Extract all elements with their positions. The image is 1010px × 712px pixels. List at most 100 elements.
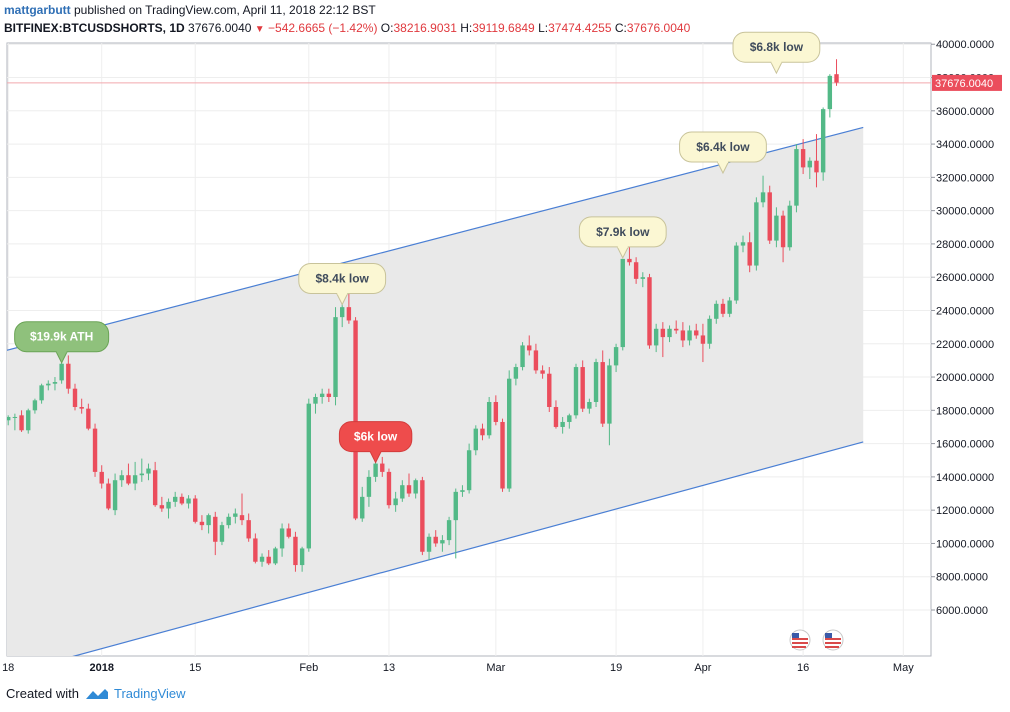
y-tick-label: 36000.0000	[936, 106, 994, 118]
y-tick-label: 14000.0000	[936, 472, 994, 484]
candle-body	[587, 402, 592, 409]
candle-body	[266, 556, 271, 564]
candle-body	[26, 410, 31, 431]
candle-body	[627, 258, 632, 263]
candle-body	[607, 365, 612, 424]
price-axis[interactable]: 40000.000038000.000036000.000034000.0000…	[931, 39, 994, 617]
y-tick-label: 16000.0000	[936, 439, 994, 451]
annotation-callout: $6.8k low	[732, 31, 821, 75]
candle-body	[707, 318, 712, 344]
candle-body	[500, 421, 505, 489]
candle-body	[714, 303, 719, 319]
y-tick-label: 20000.0000	[936, 372, 994, 384]
candle-body	[780, 215, 786, 248]
x-tick-label: 2018	[89, 662, 113, 674]
callout-label: $7.9k low	[596, 225, 650, 239]
y-tick-label: 28000.0000	[936, 239, 994, 251]
candle-body	[273, 548, 278, 564]
candle-body	[527, 345, 532, 351]
candle-body	[193, 498, 198, 522]
candle-body	[807, 160, 812, 168]
published-text: published on TradingView.com, April 11, …	[70, 3, 376, 17]
candle-body	[774, 215, 779, 241]
candle-body	[179, 496, 185, 504]
candle-body	[119, 475, 124, 481]
annotation-callout: $6k low	[338, 421, 413, 464]
candle-body	[32, 400, 38, 411]
candle-body	[326, 393, 332, 398]
y-tick-label: 10000.0000	[936, 538, 994, 550]
tradingview-brand: TradingView	[113, 686, 186, 701]
candle-body	[540, 370, 545, 374]
channel-fill	[7, 127, 864, 656]
candle-body	[186, 498, 191, 504]
time-axis[interactable]: 18 2018 15 Feb 13 Mar 19 Apr 16 May	[2, 662, 914, 674]
candle-body	[340, 307, 345, 318]
candle-body	[146, 468, 151, 474]
candle-body	[446, 520, 452, 541]
callout-joint	[717, 159, 728, 164]
candle-body	[213, 516, 218, 542]
callout-joint	[370, 448, 381, 453]
author-link[interactable]: mattgarbutt	[4, 3, 71, 17]
candle-body	[373, 463, 378, 477]
candle-body	[112, 480, 118, 511]
annotation-callout: $8.4k low	[298, 262, 387, 306]
candle-body	[7, 416, 11, 421]
x-tick-label: 16	[797, 662, 809, 674]
candle-body	[206, 515, 211, 526]
y-tick-label: 26000.0000	[936, 272, 994, 284]
candle-body	[413, 480, 418, 494]
candle-body	[466, 450, 472, 491]
low-value: 37474.4255	[548, 21, 612, 35]
candle-body	[620, 258, 625, 348]
candle-body	[680, 330, 686, 341]
publish-line: mattgarbutt published on TradingView.com…	[4, 3, 376, 17]
callout-joint	[56, 348, 67, 353]
us-flag-event-icon[interactable]	[789, 629, 811, 651]
candle-body	[279, 528, 285, 549]
close-value: 37676.0040	[626, 21, 691, 35]
y-tick-label: 8000.0000	[936, 572, 988, 584]
annotation-callout: $19.9k ATH	[14, 321, 110, 364]
candle-body	[139, 473, 144, 476]
us-flag-event-icon[interactable]	[822, 629, 844, 651]
x-tick-label: Apr	[694, 662, 711, 674]
candle-body	[293, 536, 298, 566]
candle-body	[233, 513, 238, 517]
candle-body	[647, 277, 652, 346]
event-icons[interactable]	[789, 629, 844, 651]
channel-upper-line	[7, 126, 864, 351]
candle-body	[239, 515, 245, 521]
annotation-callout: $6.4k low	[679, 131, 767, 175]
candle-body	[747, 242, 752, 266]
candle-body	[226, 516, 231, 526]
candle-body	[319, 393, 325, 398]
candle-body	[246, 520, 251, 539]
tradingview-link[interactable]: TradingView	[85, 686, 186, 701]
candle-body	[533, 350, 539, 371]
footer: Created with TradingView	[6, 686, 186, 701]
last-price-badge-bg	[932, 74, 1002, 91]
callout-label: $6k low	[354, 430, 398, 444]
price-channel	[7, 126, 864, 656]
tradingview-logo-icon	[85, 688, 108, 699]
annotations: $19.9k ATH $8.4k low $6k low $7.9k low $6.4k…	[14, 31, 821, 464]
y-tick-label: 24000.0000	[936, 305, 994, 317]
candle-body	[493, 402, 499, 422]
candle-body	[159, 505, 165, 509]
candle-body	[567, 415, 572, 422]
candle-body	[694, 330, 699, 336]
symbol-line: BITFINEX:BTCUSDSHORTS, 1D 37676.0040 ▼ −…	[4, 21, 690, 35]
x-tick-label: 15	[189, 662, 201, 674]
candle-body	[513, 367, 519, 379]
high-label: H:	[460, 21, 473, 35]
callout-joint	[337, 290, 348, 295]
last-price-badge-label: 37676.0040	[935, 78, 993, 90]
candle-body	[79, 406, 84, 409]
callout-label: $6.8k low	[750, 40, 804, 54]
y-tick-label: 40000.0000	[936, 39, 994, 51]
candle-body	[640, 277, 645, 279]
candle-body	[366, 476, 372, 497]
